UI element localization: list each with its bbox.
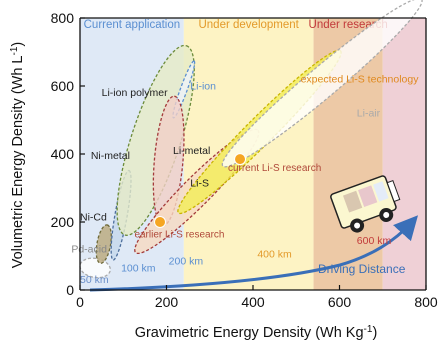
technology-label: Ni-metal: [91, 150, 130, 162]
distance-label: 50 km: [80, 274, 109, 286]
x-tick-label: 400: [241, 294, 265, 310]
point-label: current Li-S research: [228, 163, 321, 174]
x-axis-label: Gravimetric Energy Density (Wh Kg-1): [135, 324, 378, 342]
region-label: Under development: [198, 19, 299, 31]
technology-label: Li-air: [357, 108, 381, 120]
technology-label: Ni-Cd: [80, 211, 107, 223]
technology-ellipses: [79, 0, 423, 279]
technology-label: Li-ion: [190, 80, 216, 92]
region-label: Current application: [84, 19, 181, 31]
y-tick-label: 0: [66, 282, 74, 298]
region-labels-layer: Current application Under development Unde…: [84, 19, 388, 31]
technology-label: expected Li-S technology: [301, 74, 420, 86]
data-point: [154, 216, 167, 228]
technology-label: Li-ion polymer: [102, 87, 168, 99]
distance-label: 400 km: [257, 249, 292, 261]
data-point: [234, 153, 247, 166]
driving-distance-arrow: [89, 215, 419, 292]
x-tick-label: 200: [155, 294, 179, 310]
y-axis-label: Volumetric Energy Density (Wh L-1): [9, 42, 27, 269]
distance-label: 600 km: [357, 235, 392, 247]
technology-ellipse: [95, 224, 112, 264]
research-points: [154, 153, 247, 228]
distance-label: 100 km: [121, 262, 156, 274]
technology-labels: Pd-acid Ni-Cd Ni-metal Li-ion polymer Li-ion…: [71, 74, 419, 256]
y-tick-label: 200: [51, 214, 75, 230]
technology-label: Pd-acid: [71, 244, 107, 256]
axes: 0 200 400 600 800 0 200 400 600 800: [51, 10, 438, 310]
x-tick-label: 800: [414, 294, 438, 310]
electric-car-icon: [330, 175, 401, 233]
x-tick-label: 600: [328, 294, 352, 310]
distance-label: 200 km: [169, 256, 204, 268]
driving-distance-labels: 50 km 100 km 200 km 400 km 600 km: [80, 235, 391, 286]
technology-label: Li-metal: [173, 145, 210, 157]
region-band: [382, 18, 426, 290]
y-tick-label: 600: [51, 78, 75, 94]
point-label: earlier Li-S research: [134, 229, 224, 240]
y-tick-label: 400: [51, 146, 75, 162]
y-tick-label: 800: [51, 10, 75, 26]
technology-label: Li-S: [190, 177, 209, 189]
x-tick-label: 0: [76, 294, 84, 310]
technology-ellipse: [221, 0, 423, 168]
driving-distance-label: Driving Distance: [318, 262, 406, 276]
